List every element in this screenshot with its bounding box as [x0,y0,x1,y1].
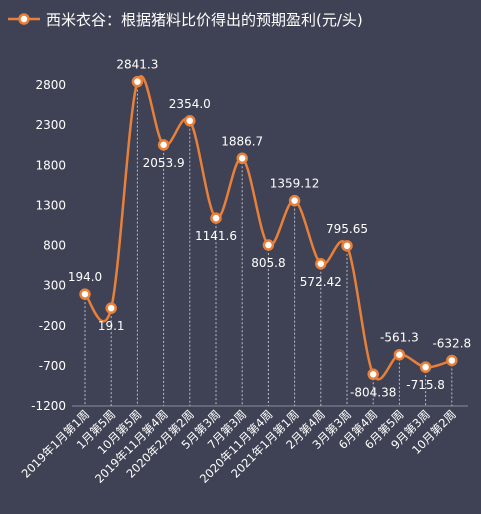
data-label: -561.3 [380,331,419,345]
data-point [262,239,275,251]
data-point [157,139,170,151]
data-label: 19.1 [98,319,125,333]
y-tick-label: -200 [39,319,66,333]
y-tick-label: 800 [43,239,66,253]
y-tick-label: 2300 [35,118,66,132]
legend-label: 西米衣谷：根据猪料比价得出的预期盈利(元/头) [46,11,363,29]
data-point [210,212,222,224]
y-tick-label: -1200 [31,399,66,413]
y-axis: 2800 2300 1800 1300 800 300 -200 -700 -1200 [31,78,66,413]
data-label: 805.8 [251,256,285,270]
data-point [315,258,327,270]
data-labels: 194.0 19.1 2841.3 2053.9 2354.0 1141.6 1886.7 8… [68,58,471,400]
data-point [184,115,196,127]
data-label: -804.38 [350,385,396,399]
data-label: 1359.12 [270,177,320,191]
legend: 西米衣谷：根据猪料比价得出的预期盈利(元/头) [8,11,363,29]
data-point [367,368,379,381]
legend-point-marker [18,13,30,25]
data-label: 572.42 [300,275,342,289]
data-label: 795.65 [326,222,368,236]
y-tick-label: -700 [39,359,66,373]
y-tick-label: 1800 [35,158,66,172]
data-label: 2053.9 [143,156,185,170]
data-point [131,75,144,88]
data-point [236,152,248,165]
data-point [105,302,117,314]
data-label: -632.8 [432,336,471,350]
y-tick-label: 2800 [35,78,66,92]
y-tick-label: 1300 [35,198,66,212]
data-label: 1886.7 [221,134,263,148]
data-point [341,240,353,252]
x-axis: 2019年1月第1周1月第5周10月第5周2019年11月第4周2020年2月第… [19,405,468,486]
data-label: 2841.3 [116,58,158,72]
data-point [446,354,458,367]
data-label: 2354.0 [169,97,211,111]
data-point [79,288,91,300]
data-label: 194.0 [68,270,102,284]
data-label: -715.8 [406,378,445,392]
data-point [419,361,432,373]
data-point [393,348,406,361]
data-points [79,75,458,381]
drop-lines [84,81,453,406]
data-point [288,194,301,207]
data-label: 1141.6 [195,229,237,243]
y-tick-label: 300 [43,279,66,293]
